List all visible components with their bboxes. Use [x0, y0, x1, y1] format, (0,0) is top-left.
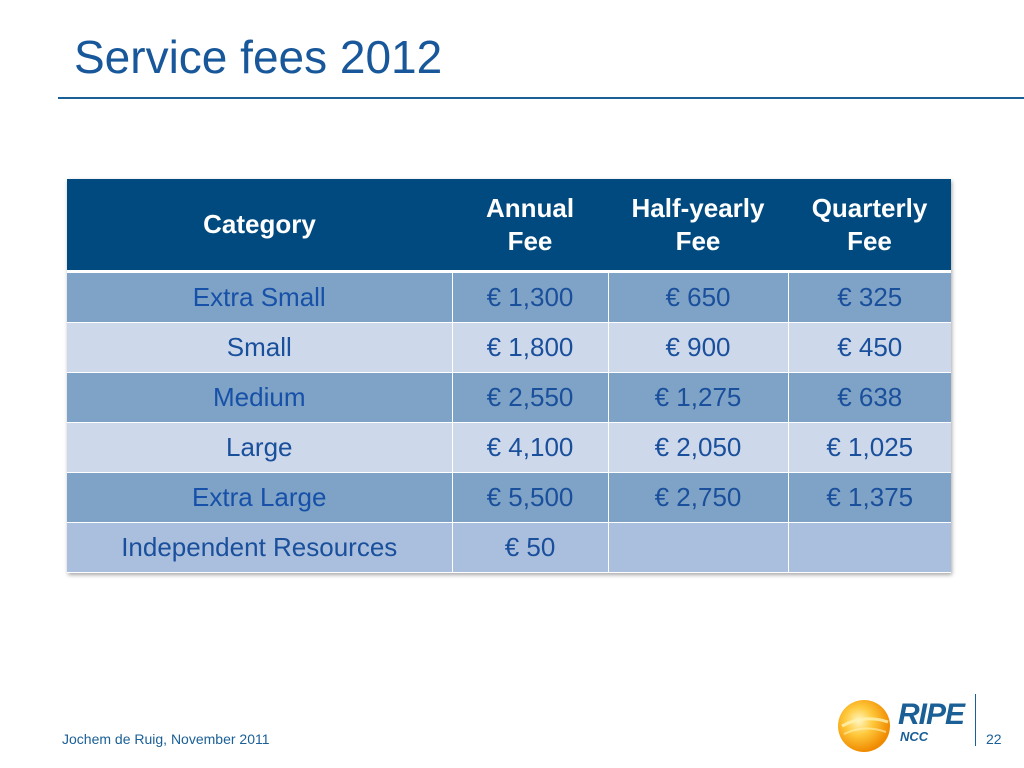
table-row: Extra Small € 1,300 € 650 € 325	[67, 271, 951, 323]
quarterly-fee-cell: € 1,025	[788, 422, 951, 473]
title-divider	[58, 97, 1024, 99]
logo-divider	[975, 694, 976, 746]
header-category: Category	[67, 179, 452, 273]
quarterly-fee-cell: € 638	[788, 372, 951, 423]
ripe-ncc-logo: RIPE NCC	[836, 696, 976, 756]
category-cell: Large	[67, 422, 453, 473]
table-header-row: Category Annual Fee Half-yearly Fee Quar…	[67, 179, 951, 273]
table-row: Independent Resources € 50	[67, 522, 951, 573]
half-yearly-fee-cell: € 2,050	[608, 422, 789, 473]
half-yearly-fee-cell	[608, 522, 789, 573]
footer-author-date: Jochem de Ruig, November 2011	[62, 731, 270, 747]
logo-wordmark: RIPE	[898, 698, 965, 731]
sun-icon	[838, 700, 890, 752]
category-cell: Independent Resources	[67, 522, 453, 573]
annual-fee-cell: € 50	[452, 522, 609, 573]
table-row: Extra Large € 5,500 € 2,750 € 1,375	[67, 472, 951, 523]
annual-fee-cell: € 5,500	[452, 472, 609, 523]
quarterly-fee-cell: € 325	[788, 271, 951, 323]
quarterly-fee-cell: € 450	[788, 322, 951, 373]
category-cell: Extra Small	[67, 271, 453, 323]
header-annual-fee: Annual Fee	[452, 179, 608, 273]
table-row: Small € 1,800 € 900 € 450	[67, 322, 951, 373]
half-yearly-fee-cell: € 2,750	[608, 472, 789, 523]
half-yearly-fee-cell: € 1,275	[608, 372, 789, 423]
quarterly-fee-cell	[788, 522, 951, 573]
logo-subtitle: NCC	[900, 729, 929, 744]
table-row: Large € 4,100 € 2,050 € 1,025	[67, 422, 951, 473]
category-cell: Small	[67, 322, 453, 373]
header-half-yearly-fee: Half-yearly Fee	[608, 179, 788, 273]
category-cell: Extra Large	[67, 472, 453, 523]
page-number: 22	[986, 731, 1002, 747]
annual-fee-cell: € 1,800	[452, 322, 609, 373]
half-yearly-fee-cell: € 650	[608, 271, 789, 323]
category-cell: Medium	[67, 372, 453, 423]
annual-fee-cell: € 4,100	[452, 422, 609, 473]
service-fees-table: Category Annual Fee Half-yearly Fee Quar…	[67, 179, 951, 573]
annual-fee-cell: € 1,300	[452, 271, 609, 323]
table-row: Medium € 2,550 € 1,275 € 638	[67, 372, 951, 423]
half-yearly-fee-cell: € 900	[608, 322, 789, 373]
header-quarterly-fee: Quarterly Fee	[788, 179, 951, 273]
slide-title: Service fees 2012	[74, 31, 443, 83]
quarterly-fee-cell: € 1,375	[788, 472, 951, 523]
annual-fee-cell: € 2,550	[452, 372, 609, 423]
